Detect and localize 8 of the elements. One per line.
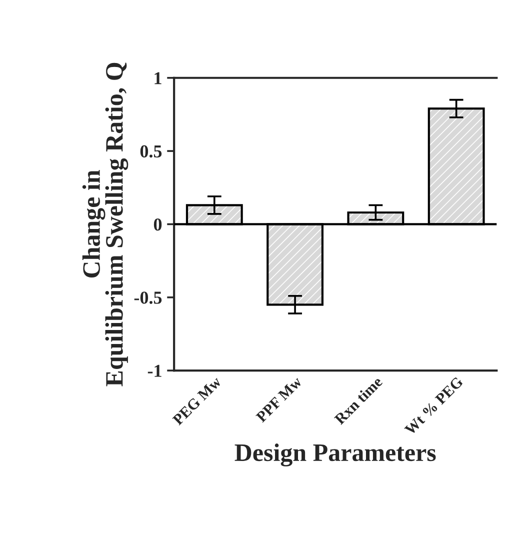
x-axis-title: Design Parameters <box>234 444 436 466</box>
y-tick-label: 0 <box>154 218 162 231</box>
y-tick-label: 1 <box>154 72 162 84</box>
y-tick-label: -0.5 <box>134 292 162 304</box>
y-axis-title: Change in Equilibrium Swelling Ratio, Q <box>82 62 128 386</box>
x-tick-label: Rxn time <box>334 376 384 426</box>
y-tick-label: 0.5 <box>140 145 162 158</box>
y-tick-label: -1 <box>148 364 162 377</box>
